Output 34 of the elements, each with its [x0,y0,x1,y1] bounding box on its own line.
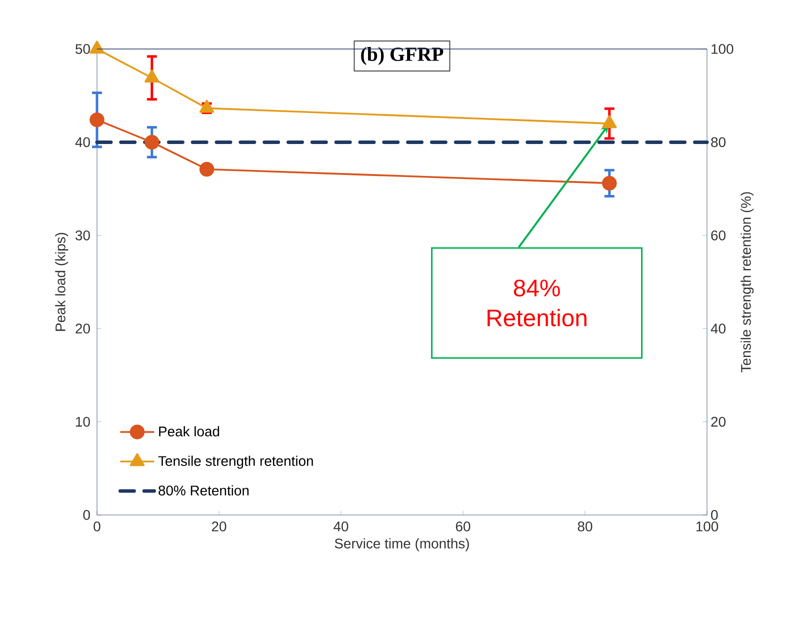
y2-tick-label: 0 [711,510,718,520]
y-tick-label: 50 [76,44,90,54]
point [199,100,214,113]
y2-tick-label: 60 [711,230,726,240]
legend-label: Peak load [159,426,220,436]
y-tick-label: 0 [83,510,90,520]
y2-tick-label: 20 [711,416,726,427]
legend-label: Tensile strength retention [158,456,313,469]
y-tick-label: 10 [76,416,90,427]
point [144,134,160,150]
y2-tick-label: 40 [710,324,726,334]
x-tick-label: 100 [696,522,718,532]
point [602,115,617,128]
point [90,112,104,128]
y2-tick-label: 100 [712,44,734,54]
y-tick-label: 20 [76,324,90,334]
y-tick-label: 30 [76,230,90,240]
y2-axis-title: Tensile strength retention (%) [740,192,754,372]
x-tick-label: 20 [212,522,226,532]
x-tick-label: 0 [94,522,100,532]
y-axis-title: Peak load (kips) [55,232,68,331]
x-tick-label: 80 [578,522,592,532]
point [199,162,214,177]
x-tick-label: 40 [334,522,348,532]
y-tick-label: 40 [75,137,90,148]
x-tick-label: 60 [456,522,470,532]
chart-title: (b) GFRP [361,46,444,66]
y2-tick-label: 80 [711,137,726,148]
x-axis-title: Service time (months) [334,538,469,552]
point [90,40,104,54]
point [144,70,160,83]
legend-label: 80% Retention [158,485,249,496]
annotation: 84% Retention [488,280,586,326]
point [602,176,617,191]
